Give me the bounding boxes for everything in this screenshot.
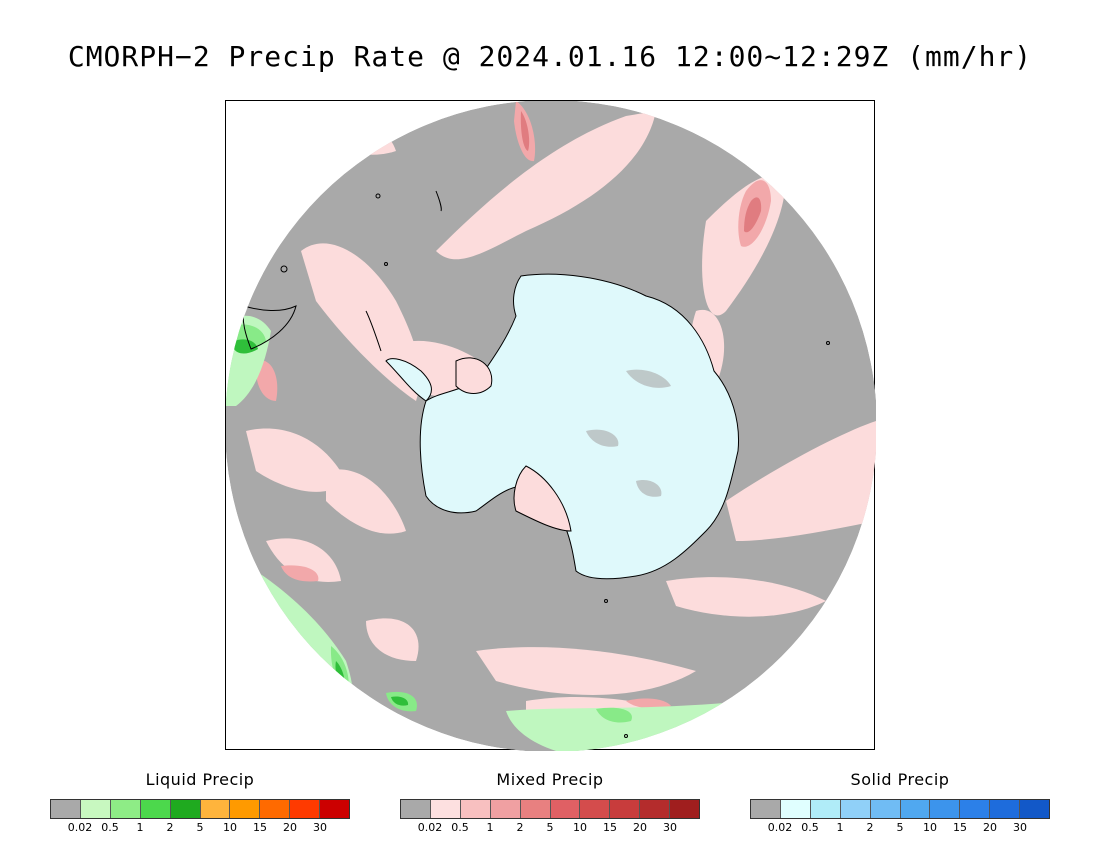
legend-mixed: Mixed Precip 0.02 0.5 1 2 5 10 15 20 30 (400, 770, 700, 837)
legend-liquid-tick-label: 20 (283, 821, 297, 834)
legend-solid-title: Solid Precip (850, 770, 950, 789)
legend-solid-swatch (780, 800, 811, 818)
legend-liquid-tick-label: 0.02 (67, 821, 93, 834)
legend-solid-swatch (990, 800, 1021, 818)
legend-liquid-tick-label: 30 (313, 821, 327, 834)
legend-liquid-swatch (170, 800, 201, 818)
legend-mixed-tick-label: 2 (516, 821, 524, 834)
legend-solid-tick-label: 10 (923, 821, 937, 834)
antarctic-peninsula (385, 358, 432, 402)
legend-mixed-swatch (430, 800, 461, 818)
legend-solid-swatch (930, 800, 961, 818)
legend-solid-swatch (900, 800, 931, 818)
legend-solid-ticks: 0.02 0.5 1 2 5 10 15 20 30 (750, 821, 1050, 837)
ice-no-precip-patches (586, 369, 671, 497)
legend-mixed-swatch (550, 800, 581, 818)
legend-liquid-title: Liquid Precip (145, 770, 255, 789)
polar-precip-map (226, 101, 876, 751)
legend-mixed-swatch (610, 800, 641, 818)
legend-liquid-swatch (320, 800, 350, 818)
legend-solid: Solid Precip 0.02 0.5 1 2 5 10 15 20 30 (750, 770, 1050, 837)
legend-liquid-swatch (230, 800, 261, 818)
legend-mixed-swatch (640, 800, 671, 818)
legend-mixed-swatch (490, 800, 521, 818)
legend-liquid-swatch (80, 800, 111, 818)
legend-mixed-tick-label: 15 (603, 821, 617, 834)
legend-solid-tick-label: 30 (1013, 821, 1027, 834)
legend-solid-tick-label: 1 (836, 821, 844, 834)
legend-solid-tick-label: 5 (896, 821, 904, 834)
legend-liquid: Liquid Precip 0.02 0.5 1 2 5 10 15 20 30 (50, 770, 350, 837)
legend-solid-swatch (810, 800, 841, 818)
legend-solid-tick-label: 0.02 (767, 821, 793, 834)
legend-liquid-colorbar (50, 799, 350, 819)
legend-mixed-swatch (520, 800, 551, 818)
legend-solid-tick-label: 0.5 (801, 821, 819, 834)
legend-liquid-tick-label: 1 (136, 821, 144, 834)
legend-liquid-swatch (260, 800, 291, 818)
legend-mixed-tick-label: 20 (633, 821, 647, 834)
legend-liquid-tick-label: 2 (166, 821, 174, 834)
legend-liquid-swatch (200, 800, 231, 818)
legend-liquid-ticks: 0.02 0.5 1 2 5 10 15 20 30 (50, 821, 350, 837)
legend-mixed-tick-label: 10 (573, 821, 587, 834)
legend-mixed-tick-label: 0.5 (451, 821, 469, 834)
legend-mixed-tick-label: 30 (663, 821, 677, 834)
legend-mixed-swatch (580, 800, 611, 818)
legend-mixed-swatch (670, 800, 700, 818)
legend-solid-swatch (1020, 800, 1050, 818)
legend-mixed-tick-label: 0.02 (417, 821, 443, 834)
legend-mixed-swatch (401, 800, 431, 818)
ross-sea-precip (513, 465, 572, 532)
map-frame (225, 100, 876, 751)
legend-solid-swatch (840, 800, 871, 818)
legend-liquid-tick-label: 15 (253, 821, 267, 834)
legend-mixed-swatch (460, 800, 491, 818)
legend-mixed-ticks: 0.02 0.5 1 2 5 10 15 20 30 (400, 821, 700, 837)
legend-solid-swatch (960, 800, 991, 818)
legend-liquid-tick-label: 5 (196, 821, 204, 834)
weddell-sea-precip (455, 357, 493, 394)
legend-solid-swatch (870, 800, 901, 818)
islands (280, 190, 830, 738)
legend-solid-tick-label: 2 (866, 821, 874, 834)
legend-mixed-colorbar (400, 799, 700, 819)
legend-mixed-tick-label: 1 (486, 821, 494, 834)
legend-mixed-tick-label: 5 (546, 821, 554, 834)
legend-solid-tick-label: 15 (953, 821, 967, 834)
legend-solid-colorbar (750, 799, 1050, 819)
legend-solid-swatch (751, 800, 781, 818)
page-title: CMORPH−2 Precip Rate @ 2024.01.16 12:00~… (67, 40, 1033, 73)
south-america-coast (242, 305, 297, 350)
legend-mixed-title: Mixed Precip (496, 770, 604, 789)
legend-liquid-swatch (51, 800, 81, 818)
legend-liquid-tick-label: 0.5 (101, 821, 119, 834)
legend-solid-tick-label: 20 (983, 821, 997, 834)
legend-liquid-swatch (110, 800, 141, 818)
mixed-precip-heavy (520, 111, 762, 233)
legend-liquid-swatch (290, 800, 321, 818)
legend-liquid-tick-label: 10 (223, 821, 237, 834)
legend-liquid-swatch (140, 800, 171, 818)
